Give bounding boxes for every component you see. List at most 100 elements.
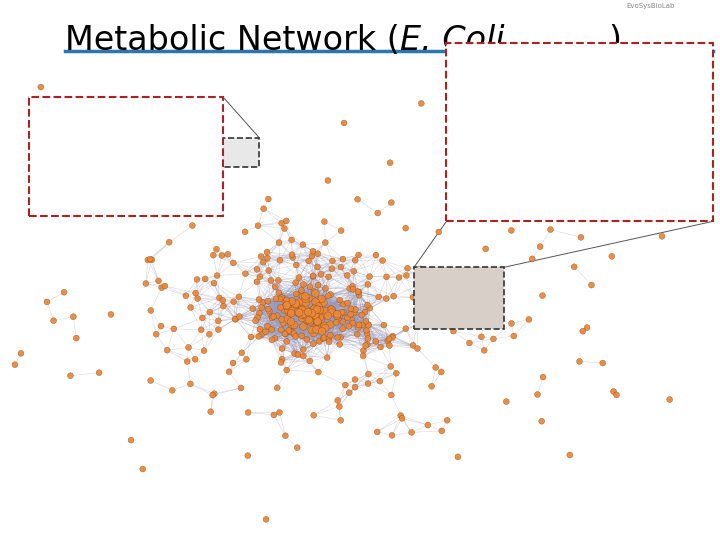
- Point: [300, 307, 311, 315]
- Point: [305, 311, 317, 320]
- Point: [296, 306, 307, 314]
- Point: [304, 308, 315, 317]
- Point: [353, 323, 364, 332]
- Point: [426, 382, 438, 390]
- Point: [266, 314, 278, 322]
- Point: [269, 334, 281, 343]
- Point: [274, 256, 286, 265]
- Point: [353, 251, 364, 259]
- Point: [204, 308, 215, 316]
- Point: [349, 256, 361, 265]
- Point: [305, 309, 317, 318]
- Point: [251, 265, 263, 274]
- Point: [290, 289, 302, 298]
- Point: [288, 329, 300, 338]
- Point: [386, 431, 397, 440]
- Point: [345, 310, 356, 319]
- Point: [312, 302, 324, 310]
- Point: [319, 217, 330, 226]
- Point: [294, 306, 305, 315]
- Point: [275, 303, 287, 312]
- Point: [212, 325, 224, 334]
- Point: [48, 316, 59, 325]
- Point: [306, 307, 318, 316]
- Point: [312, 317, 323, 326]
- Point: [230, 315, 241, 323]
- Point: [304, 309, 315, 318]
- Text: ): ): [608, 24, 621, 57]
- Point: [35, 83, 47, 91]
- Point: [349, 383, 361, 391]
- Point: [316, 327, 328, 336]
- Point: [303, 294, 315, 302]
- Point: [302, 316, 313, 325]
- Point: [338, 119, 350, 127]
- Point: [430, 363, 441, 372]
- Point: [183, 343, 194, 352]
- Point: [441, 307, 452, 315]
- Point: [212, 316, 224, 325]
- Point: [274, 408, 285, 417]
- Point: [240, 269, 251, 278]
- Point: [304, 356, 315, 365]
- Point: [396, 414, 408, 423]
- Point: [304, 309, 315, 318]
- Point: [305, 309, 316, 318]
- Point: [390, 369, 402, 377]
- Point: [330, 318, 342, 327]
- Point: [305, 308, 316, 317]
- Point: [308, 411, 320, 420]
- Point: [301, 315, 312, 324]
- Point: [315, 315, 327, 324]
- Point: [235, 383, 247, 392]
- Point: [526, 167, 537, 176]
- Point: [269, 282, 281, 291]
- Point: [336, 226, 347, 235]
- Point: [323, 273, 334, 281]
- Point: [313, 308, 325, 316]
- Point: [480, 245, 492, 253]
- Point: [297, 314, 308, 322]
- Point: [307, 307, 319, 315]
- Point: [348, 267, 359, 275]
- Point: [374, 377, 386, 386]
- Point: [333, 314, 344, 323]
- Point: [94, 368, 105, 377]
- Point: [142, 255, 153, 264]
- Point: [323, 335, 335, 343]
- Point: [125, 436, 137, 444]
- Point: [313, 337, 325, 346]
- Point: [214, 294, 225, 302]
- Point: [375, 343, 387, 352]
- Point: [105, 310, 117, 319]
- Point: [168, 325, 179, 333]
- Point: [307, 311, 319, 320]
- Point: [336, 308, 348, 316]
- Point: [140, 279, 152, 288]
- Point: [276, 219, 287, 227]
- Point: [575, 233, 587, 242]
- Point: [212, 271, 223, 280]
- Point: [228, 259, 239, 267]
- Point: [358, 346, 369, 355]
- Point: [323, 338, 335, 346]
- Point: [384, 341, 395, 350]
- Point: [253, 309, 265, 318]
- Point: [289, 301, 301, 310]
- Point: [280, 329, 292, 338]
- Point: [283, 306, 294, 314]
- Point: [284, 327, 296, 336]
- Point: [385, 362, 397, 371]
- Point: [279, 329, 291, 338]
- Point: [271, 311, 283, 320]
- Point: [287, 253, 299, 262]
- Point: [282, 315, 293, 323]
- Point: [691, 68, 703, 77]
- Point: [299, 310, 310, 319]
- Point: [305, 310, 317, 319]
- Point: [242, 451, 253, 460]
- Point: [291, 307, 302, 315]
- Point: [326, 306, 338, 315]
- Point: [305, 282, 316, 291]
- Point: [228, 298, 240, 306]
